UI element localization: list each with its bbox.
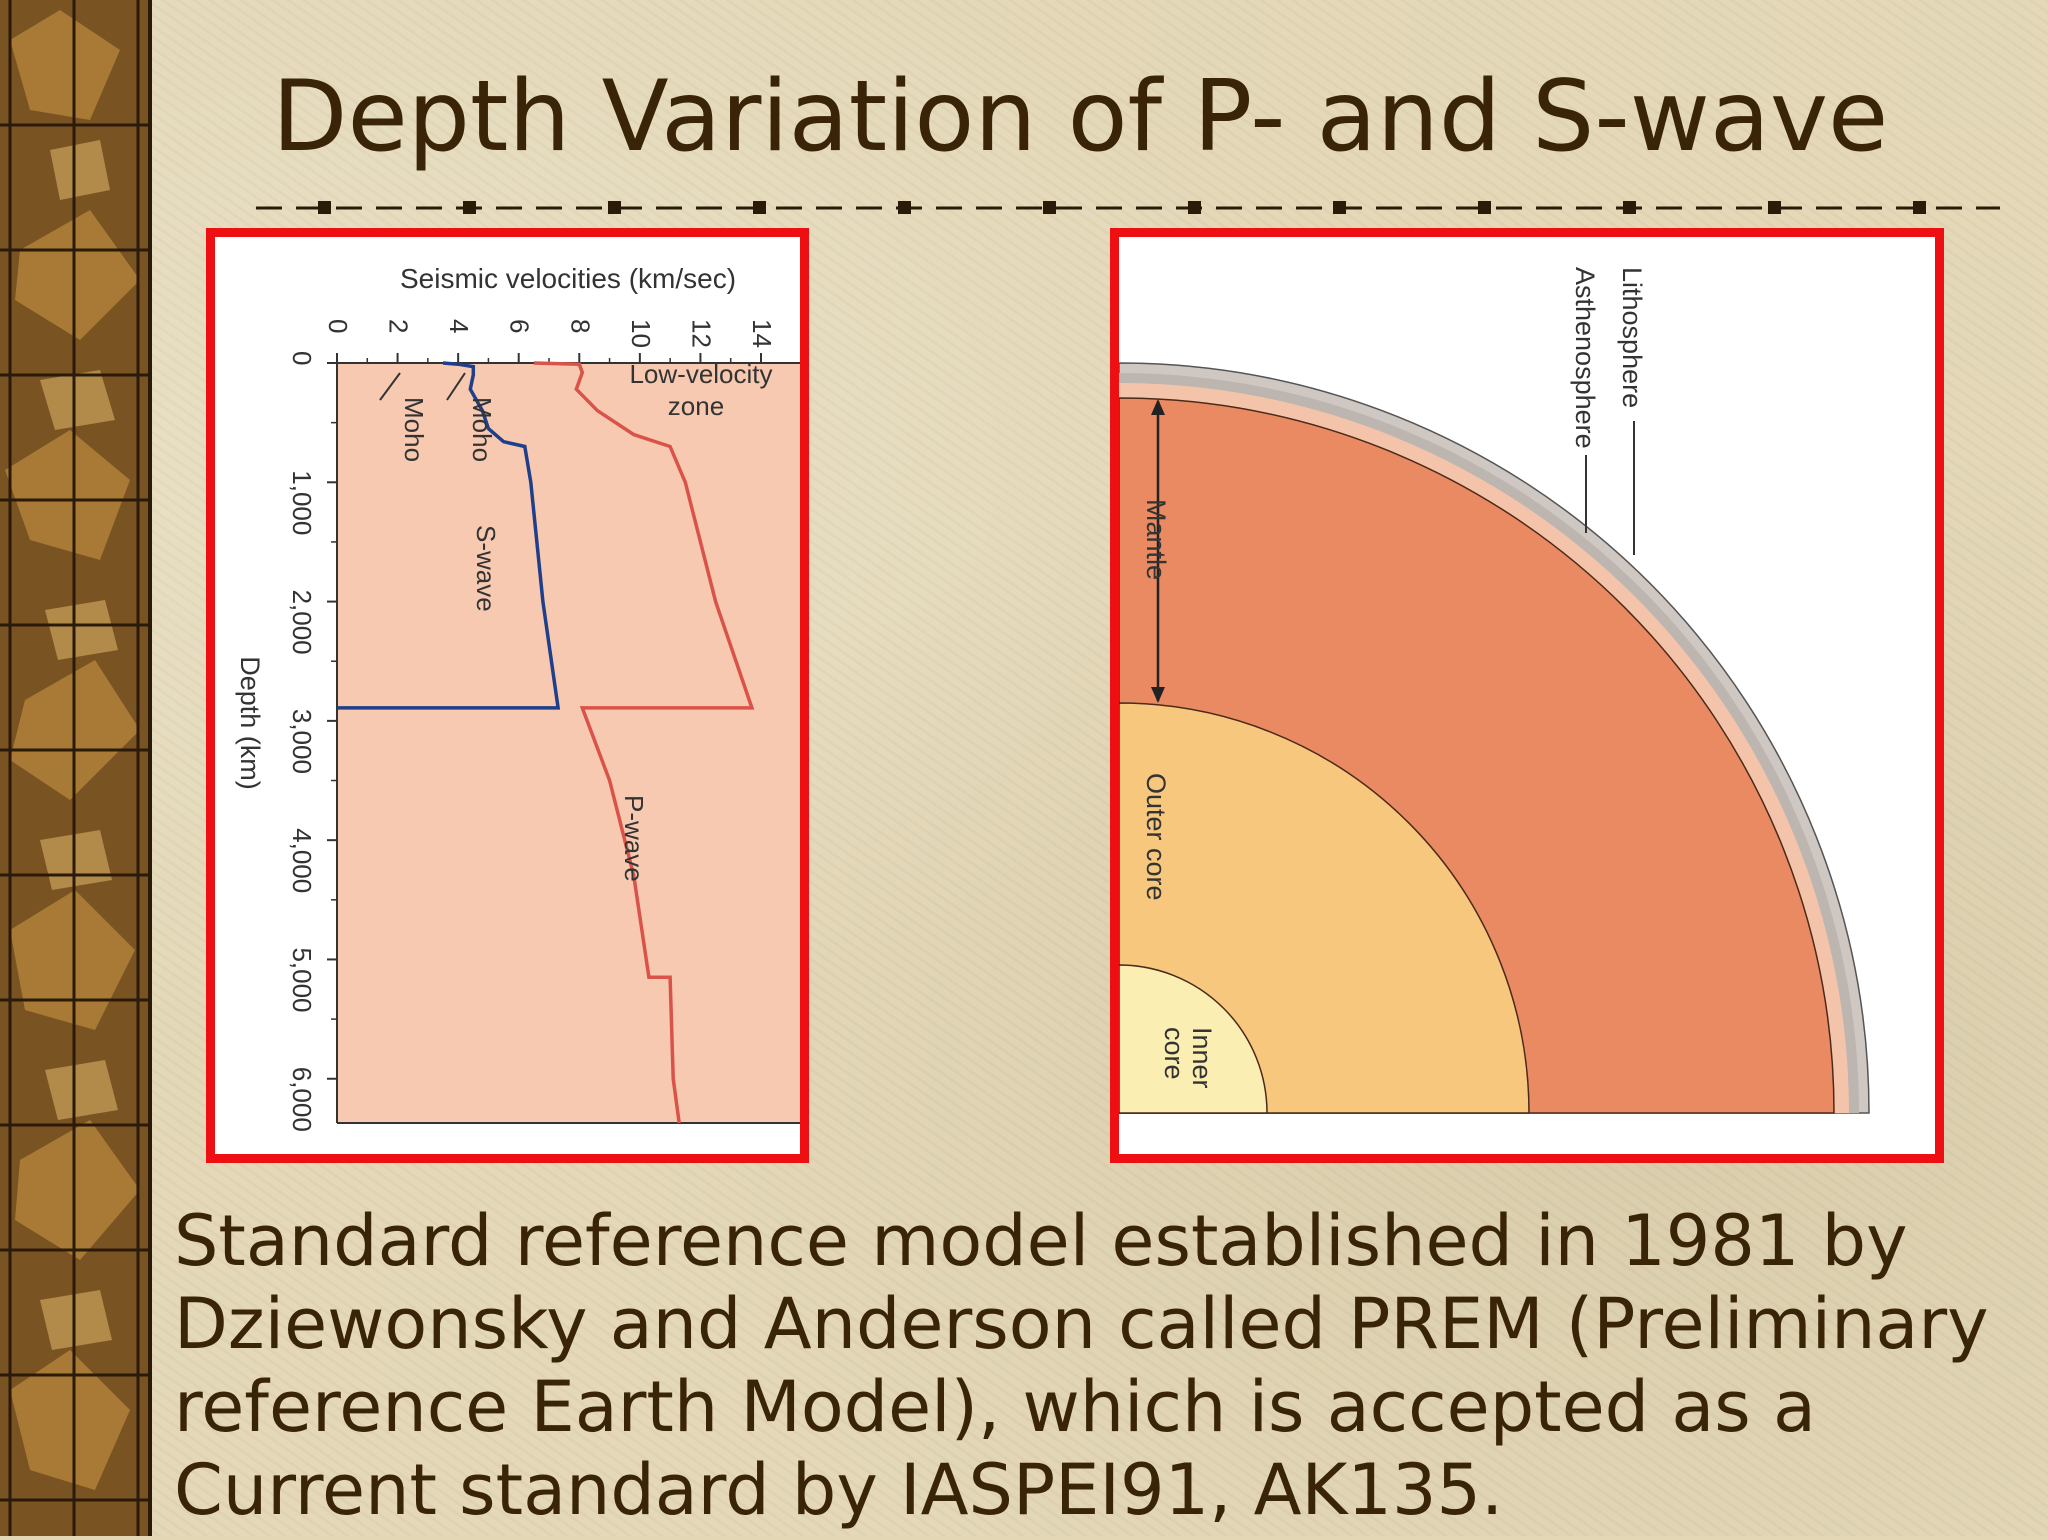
depth-axis-label: Depth (km) [235,656,265,790]
asthenosphere-label: Asthenosphere [1570,267,1600,449]
chart-axes [335,362,800,1124]
p-wave-label: P-wave [619,795,649,882]
s-wave-label: S-wave [471,525,501,612]
depth-tick-label: 5,000 [287,947,317,1012]
velocity-tick-label: 8 [565,319,595,333]
slide-title: Depth Variation of P- and S-wave [272,60,1889,174]
p-wave-line [533,361,755,1124]
velocity-tick-label: 6 [505,319,535,333]
low-velocity-zone-label-line1: Low-velocity [629,359,772,389]
depth-tick-label: 2,000 [287,590,317,655]
velocity-tick-label: 12 [686,319,716,348]
depth-tick-label: 0 [287,351,317,365]
depth-tick-label: 6,000 [287,1067,317,1132]
chart-plot-background [337,363,800,1123]
moho-p-label: Moho [467,397,497,462]
inner-core-label-line2: core [1159,1027,1189,1080]
velocity-tick-label: 14 [747,319,777,348]
decorative-sidebar [0,0,152,1536]
velocity-tick-label: 0 [323,319,353,333]
low-velocity-zone-label-line2: zone [668,391,724,421]
inner-core-label-line1: Inner [1187,1027,1217,1089]
moho-s-leader [379,372,401,401]
velocity-chart: 0 2 4 6 8 10 12 14 0 1,000 2,000 3,000 4,000 5,000 6,0… [235,263,800,1132]
outer-core-label: Outer core [1141,773,1171,901]
moho-p-leader [446,372,466,401]
sidebar-pattern [0,0,148,1536]
velocity-tick-label: 10 [626,319,656,348]
moho-s-label: Moho [399,397,429,462]
velocity-axis-label: Seismic velocities (km/sec) [400,263,736,294]
s-wave-line [337,361,561,710]
inner-core-layer [1119,964,1268,1114]
velocity-tick-label: 2 [384,319,414,333]
depth-tick-label: 3,000 [287,709,317,774]
mantle-label: Mantle [1141,499,1171,580]
mantle-arrow-head-bottom [1151,687,1165,703]
earth-cross-section: Lithosphere Asthenosphere Mantle Outer c… [1119,267,1870,1114]
earth-structure-panel: Lithosphere Asthenosphere Mantle Outer c… [1110,228,1944,1163]
mantle-arrow-head-top [1151,399,1165,415]
title-divider [256,201,2000,214]
chart-ticks: 0 2 4 6 8 10 12 14 0 1,000 2,000 3,000 4,000 5,000 6,0… [287,319,777,1132]
velocity-chart-panel: 0 2 4 6 8 10 12 14 0 1,000 2,000 3,000 4,000 5,000 6,0… [206,228,809,1163]
depth-tick-label: 4,000 [287,828,317,893]
velocity-tick-label: 4 [444,319,474,333]
lithosphere-label: Lithosphere [1617,267,1647,408]
depth-tick-label: 1,000 [287,470,317,535]
slide-caption: Standard reference model established in … [174,1200,1989,1531]
